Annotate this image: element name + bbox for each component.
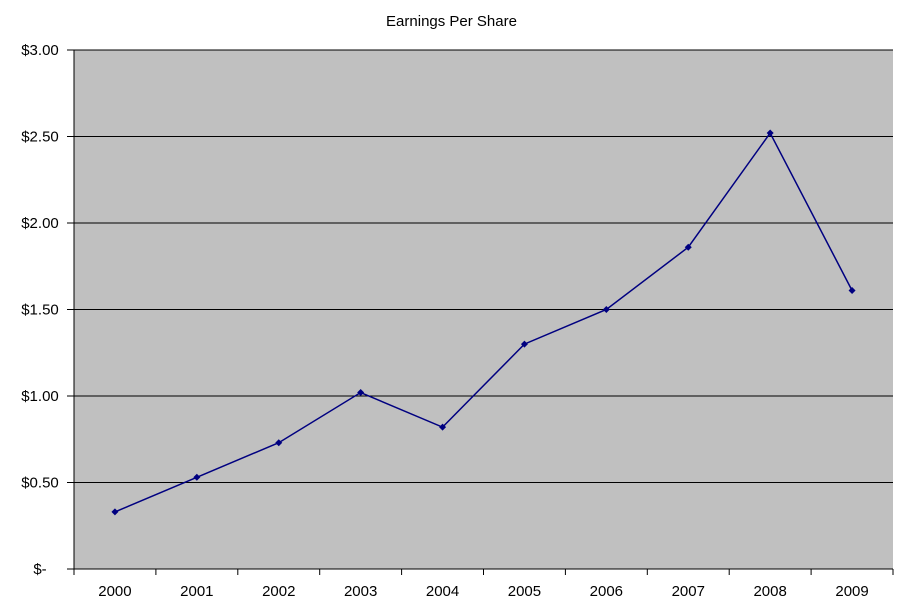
x-axis-label: 2009 (835, 583, 868, 600)
data-point-marker-2001 (193, 473, 201, 481)
eps-series-line (114, 131, 853, 513)
y-axis-label: $1.50 (21, 302, 59, 319)
data-point-marker-2007 (684, 243, 692, 251)
y-axis-label: $3.00 (21, 42, 59, 59)
data-point-marker-2008 (766, 129, 774, 137)
data-point-marker-2000 (111, 508, 119, 516)
x-axis-label: 2008 (753, 583, 786, 600)
x-axis-label: 2001 (180, 583, 213, 600)
x-axis-label: 2006 (590, 583, 623, 600)
x-axis-label: 2003 (344, 583, 377, 600)
data-point-marker-2009 (848, 286, 856, 294)
data-point-marker-2004 (439, 423, 447, 431)
y-axis-label: $0.50 (21, 475, 59, 492)
data-point-marker-2002 (275, 439, 283, 447)
data-point-marker-2005 (520, 340, 528, 348)
x-axis-label: 2004 (426, 583, 459, 600)
x-axis-label: 2002 (262, 583, 295, 600)
y-axis-label: $1.00 (21, 388, 59, 405)
data-point-marker-2006 (602, 306, 610, 313)
x-axis-label: 2007 (672, 583, 705, 600)
chart-title: Earnings Per Share (386, 13, 517, 30)
x-axis-label: 2000 (98, 583, 131, 600)
y-axis-label: $2.50 (21, 129, 59, 146)
x-axis-label: 2005 (508, 583, 541, 600)
y-axis-label: $2.00 (21, 215, 59, 232)
data-point-marker-2003 (357, 389, 365, 397)
y-axis-label: $- (33, 561, 46, 578)
